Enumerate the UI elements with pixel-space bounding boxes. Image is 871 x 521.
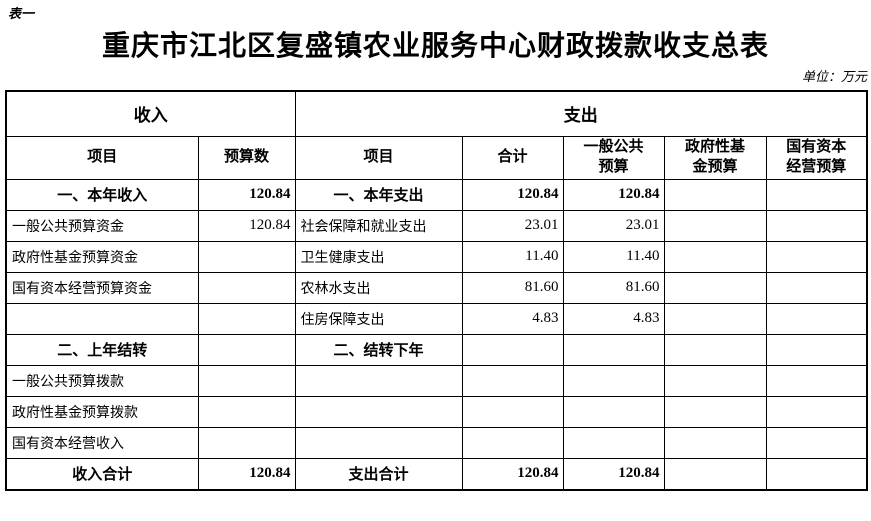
expense-item-cell: 住房保障支出 bbox=[294, 302, 463, 335]
expense-total-cell bbox=[461, 395, 564, 428]
expense-general-public-cell bbox=[562, 426, 665, 459]
income-item-cell: 国有资本经营预算资金 bbox=[5, 271, 199, 304]
income-budget-cell bbox=[197, 240, 296, 273]
expense-total-cell bbox=[461, 333, 564, 366]
expense-section-header: 支出 bbox=[294, 90, 868, 137]
table-row: 二、上年结转 二、结转下年 bbox=[5, 333, 868, 366]
table-row: 一、本年收入 120.84 一、本年支出 120.84 120.84 bbox=[5, 178, 868, 211]
expense-general-public-cell: 4.83 bbox=[562, 302, 665, 335]
expense-state-capital-cell bbox=[765, 178, 868, 211]
col-header-expense-state-capital: 国有资本 经营预算 bbox=[765, 135, 868, 180]
income-budget-cell bbox=[197, 364, 296, 397]
section-header-row: 收入 支出 bbox=[5, 90, 868, 137]
expense-state-capital-cell bbox=[765, 302, 868, 335]
col-header-income-budget: 预算数 bbox=[197, 135, 296, 180]
expense-gov-fund-cell bbox=[663, 457, 767, 491]
income-budget-cell bbox=[197, 271, 296, 304]
table-number-label: 表一 bbox=[8, 6, 35, 21]
table-row: 政府性基金预算拨款 bbox=[5, 395, 868, 428]
expense-state-capital-cell bbox=[765, 271, 868, 304]
page-title: 重庆市江北区复盛镇农业服务中心财政拨款收支总表 bbox=[101, 31, 769, 62]
income-item-cell: 一般公共预算拨款 bbox=[5, 364, 199, 397]
table-row: 住房保障支出 4.83 4.83 bbox=[5, 302, 868, 335]
table-row: 一般公共预算资金 120.84 社会保障和就业支出 23.01 23.01 bbox=[5, 209, 868, 242]
income-section-header: 收入 bbox=[5, 90, 296, 137]
table-row: 收入合计 120.84 支出合计 120.84 120.84 bbox=[5, 457, 868, 491]
expense-gov-fund-cell bbox=[663, 178, 767, 211]
expense-general-public-cell: 120.84 bbox=[562, 178, 665, 211]
expense-state-capital-cell bbox=[765, 240, 868, 273]
expense-item-cell bbox=[294, 364, 463, 397]
expense-item-cell: 二、结转下年 bbox=[294, 333, 463, 366]
expense-gov-fund-cell bbox=[663, 333, 767, 366]
expense-gov-fund-cell bbox=[663, 209, 767, 242]
col-header-expense-gov-fund: 政府性基 金预算 bbox=[663, 135, 767, 180]
expense-item-cell: 农林水支出 bbox=[294, 271, 463, 304]
expense-general-public-cell bbox=[562, 364, 665, 397]
expense-item-cell: 一、本年支出 bbox=[294, 178, 463, 211]
income-item-cell: 一、本年收入 bbox=[5, 178, 199, 211]
col-header-expense-total: 合计 bbox=[461, 135, 564, 180]
expense-item-cell bbox=[294, 426, 463, 459]
expense-state-capital-cell bbox=[765, 333, 868, 366]
income-item-cell: 政府性基金预算拨款 bbox=[5, 395, 199, 428]
income-item-cell: 二、上年结转 bbox=[5, 333, 199, 366]
expense-item-cell: 卫生健康支出 bbox=[294, 240, 463, 273]
expense-gov-fund-cell bbox=[663, 271, 767, 304]
income-item-cell: 政府性基金预算资金 bbox=[5, 240, 199, 273]
expense-state-capital-cell bbox=[765, 209, 868, 242]
expense-state-capital-cell bbox=[765, 364, 868, 397]
income-item-cell: 收入合计 bbox=[5, 457, 199, 491]
income-budget-cell: 120.84 bbox=[197, 209, 296, 242]
income-budget-cell: 120.84 bbox=[197, 457, 296, 491]
expense-total-cell: 23.01 bbox=[461, 209, 564, 242]
expense-state-capital-cell bbox=[765, 395, 868, 428]
table-row: 政府性基金预算资金 卫生健康支出 11.40 11.40 bbox=[5, 240, 868, 273]
column-header-row: 项目 预算数 项目 合计 一般公共 预算 政府性基 金预算 国有资本 经营预算 bbox=[5, 135, 868, 180]
expense-item-cell: 支出合计 bbox=[294, 457, 463, 491]
col-header-expense-item: 项目 bbox=[294, 135, 463, 180]
income-budget-cell bbox=[197, 333, 296, 366]
col-header-income-item: 项目 bbox=[5, 135, 199, 180]
expense-item-cell bbox=[294, 395, 463, 428]
expense-general-public-cell: 120.84 bbox=[562, 457, 665, 491]
expense-state-capital-cell bbox=[765, 457, 868, 491]
expense-gov-fund-cell bbox=[663, 426, 767, 459]
expense-total-cell bbox=[461, 364, 564, 397]
income-item-cell: 国有资本经营收入 bbox=[5, 426, 199, 459]
expense-total-cell: 4.83 bbox=[461, 302, 564, 335]
expense-gov-fund-cell bbox=[663, 240, 767, 273]
income-budget-cell bbox=[197, 395, 296, 428]
expense-general-public-cell bbox=[562, 395, 665, 428]
income-budget-cell bbox=[197, 302, 296, 335]
expense-general-public-cell: 11.40 bbox=[562, 240, 665, 273]
table-row: 国有资本经营预算资金 农林水支出 81.60 81.60 bbox=[5, 271, 868, 304]
expense-state-capital-cell bbox=[765, 426, 868, 459]
unit-note: 单位：万元 bbox=[801, 69, 867, 84]
income-budget-cell: 120.84 bbox=[197, 178, 296, 211]
expense-general-public-cell bbox=[562, 333, 665, 366]
table-row: 一般公共预算拨款 bbox=[5, 364, 868, 397]
income-budget-cell bbox=[197, 426, 296, 459]
expense-gov-fund-cell bbox=[663, 302, 767, 335]
expense-total-cell: 120.84 bbox=[461, 178, 564, 211]
expense-gov-fund-cell bbox=[663, 395, 767, 428]
col-header-expense-general-public: 一般公共 预算 bbox=[562, 135, 665, 180]
table-row: 国有资本经营收入 bbox=[5, 426, 868, 459]
revenue-expenditure-table: 收入 支出 项目 预算数 项目 合计 一般公共 预算 政府性基 金预算 国有资本… bbox=[5, 90, 869, 491]
expense-total-cell: 120.84 bbox=[461, 457, 564, 491]
expense-total-cell bbox=[461, 426, 564, 459]
expense-gov-fund-cell bbox=[663, 364, 767, 397]
expense-general-public-cell: 23.01 bbox=[562, 209, 665, 242]
expense-total-cell: 11.40 bbox=[461, 240, 564, 273]
expense-total-cell: 81.60 bbox=[461, 271, 564, 304]
income-item-cell bbox=[5, 302, 199, 335]
expense-general-public-cell: 81.60 bbox=[562, 271, 665, 304]
income-item-cell: 一般公共预算资金 bbox=[5, 209, 199, 242]
expense-item-cell: 社会保障和就业支出 bbox=[294, 209, 463, 242]
